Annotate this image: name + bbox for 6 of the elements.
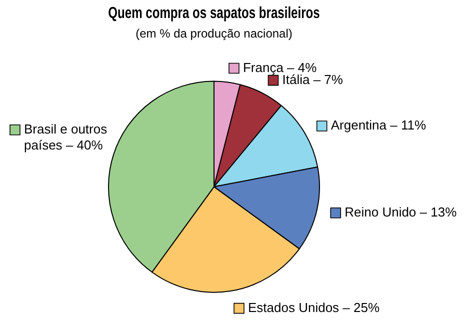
legend-label: Estados Unidos – 25% (248, 300, 380, 315)
legend-label: Argentina – 11% (330, 118, 426, 133)
legend-label: Brasil e outros países – 40% (24, 121, 108, 152)
chart-title: Quem compra os sapatos brasileiros (108, 4, 320, 23)
legend-label: Reino Unido – 13% (344, 204, 458, 220)
chart-subtitle: (em % da produção nacional) (136, 26, 292, 41)
